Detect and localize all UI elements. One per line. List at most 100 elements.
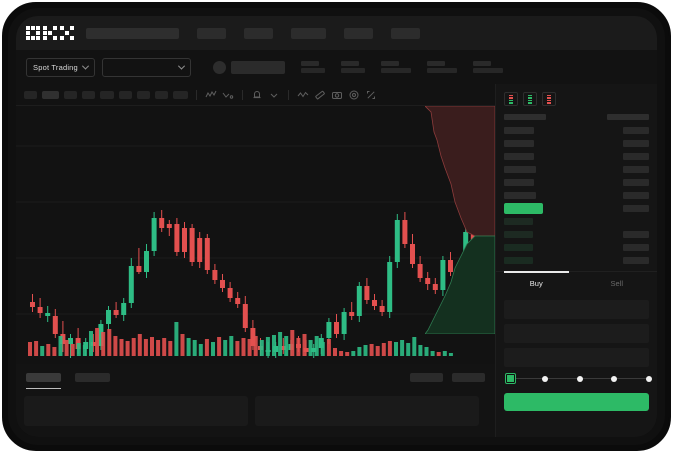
orders-tab-1[interactable] [26,373,61,389]
orders-tab-2[interactable] [75,373,110,382]
nav-item-3[interactable] [291,27,326,39]
order-amount [623,244,649,251]
order-amount [623,192,649,199]
trade-tab-sell[interactable]: Sell [610,279,623,288]
nav-item-1[interactable] [197,27,226,39]
orderbook-asks-icon[interactable] [542,92,556,106]
logo-glyph-o [26,26,40,40]
order-price [504,203,543,214]
fullscreen-icon[interactable] [365,89,377,101]
timeframe-button-8[interactable] [155,90,168,99]
indicator-icon[interactable] [205,89,217,101]
timeframe-button-1[interactable] [24,90,37,99]
market-stat-1 [300,61,325,73]
nav-item-2[interactable] [244,27,273,39]
trading-mode-selector[interactable]: Spot Trading [26,57,95,77]
timeframe-button-5[interactable] [100,90,114,99]
trading-mode-label: Spot Trading [33,62,78,72]
submit-order-button[interactable] [504,393,649,411]
orderbook-panel: Buy Sell [495,84,657,437]
timeframe-button-6[interactable] [119,90,132,99]
orderbook-bids-icon[interactable] [523,92,537,106]
settings-icon[interactable] [348,89,360,101]
stat-value [472,68,503,73]
trade-side-tabs: Buy Sell [496,271,657,294]
orders-actions [410,373,485,382]
compare-icon[interactable] [222,89,234,101]
timeframe-button-9[interactable] [173,90,188,99]
orderbook-bid-row[interactable] [504,215,649,228]
order-form-field-1[interactable] [504,300,649,319]
chevron-down-icon [81,62,89,70]
app-viewport: Spot Trading [16,16,657,437]
market-stat-2 [340,61,365,73]
slider-mark-100[interactable] [645,375,652,382]
trade-tab-buy[interactable]: Buy [496,271,577,294]
stat-value [300,68,325,73]
order-price [504,257,533,264]
toolbar-divider [288,89,289,100]
orders-placeholder-2 [255,396,479,426]
logo-glyph-k [43,26,57,40]
orderbook-bid-row[interactable] [504,254,649,267]
slider-mark-50[interactable] [576,375,583,382]
orderbook-ask-row[interactable] [504,150,649,163]
slider-mark-25[interactable] [542,375,548,382]
nav-item-5[interactable] [391,27,420,39]
alert-icon[interactable] [251,89,263,101]
orders-action-2[interactable] [452,373,485,382]
order-price [504,127,534,134]
last-price [230,60,285,74]
chart-toolbar [16,84,495,106]
chevron-down-icon[interactable] [268,89,280,101]
orders-panel [16,364,495,437]
order-form-field-2[interactable] [504,324,649,343]
camera-icon[interactable] [331,89,343,101]
slider-knob[interactable] [506,374,515,383]
order-amount [623,140,649,147]
stat-label [426,61,445,66]
order-form-field-3[interactable] [504,348,649,367]
order-price [504,231,533,238]
order-price [504,140,534,147]
okx-logo[interactable] [26,26,74,40]
logo-glyph-x [60,26,74,40]
orders-action-1[interactable] [410,373,443,382]
timeframe-button-4[interactable] [82,90,95,99]
ruler-icon[interactable] [314,89,326,101]
orders-placeholder-1 [24,396,248,426]
orderbook-bid-row[interactable] [504,241,649,254]
order-price [504,179,534,186]
order-amount [623,205,649,212]
orderbook-ask-row[interactable] [504,189,649,202]
search-bar[interactable] [86,27,179,39]
timeframe-button-2[interactable] [42,90,59,99]
stat-label [380,61,399,66]
order-amount [623,179,649,186]
orderbook-rows [496,124,657,267]
timeframe-button-7[interactable] [137,90,150,99]
orderbook-ask-row[interactable] [504,124,649,137]
toolbar-divider [196,89,197,100]
orderbook-ask-row[interactable] [504,163,649,176]
stat-value [426,68,457,73]
orderbook-ask-row[interactable] [504,137,649,150]
orderbook-ask-row[interactable] [504,176,649,189]
price-chart[interactable] [16,106,495,364]
order-amount [623,257,649,264]
slider-mark-75[interactable] [611,375,617,382]
orderbook-both-icon[interactable] [504,92,518,106]
orders-content [16,382,495,426]
column-header-amount [607,114,649,120]
orderbook-bid-row[interactable] [504,228,649,241]
amount-slider[interactable] [506,372,652,386]
order-amount [623,153,649,160]
line-style-icon[interactable] [297,89,309,101]
pair-selector[interactable] [101,57,191,77]
orderbook-spread-row[interactable] [504,202,649,215]
nav-item-4[interactable] [344,27,373,39]
coin-avatar [212,60,226,74]
order-amount [623,127,649,134]
timeframe-button-3[interactable] [64,90,77,99]
